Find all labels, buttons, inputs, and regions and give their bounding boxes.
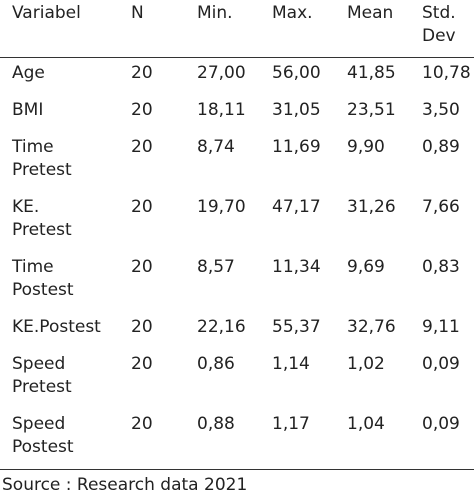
header-cell: Max. [272,3,313,23]
table-cell: 0,09 [422,414,460,434]
table-cell: 41,85 [347,63,396,83]
table-cell: 23,51 [347,100,396,120]
table-cell: 0,09 [422,354,460,374]
table-cell: 0,88 [197,414,235,434]
table-cell: 7,66 [422,197,460,217]
table-cell: Age [12,63,45,83]
header-cell: Std. [422,3,456,23]
table-cell: 0,83 [422,257,460,277]
table-cell: 8,74 [197,137,235,157]
table-cell: 31,05 [272,100,321,120]
table-cell: 0,86 [197,354,235,374]
header-cell: Min. [197,3,233,23]
table-cell: KE.Postest [12,317,101,337]
table-cell: Postest [12,280,74,300]
table-cell: 32,76 [347,317,396,337]
table-cell: BMI [12,100,44,120]
table-cell: 3,50 [422,100,460,120]
header-cell: Variabel [12,3,81,23]
table-cell: 20 [131,137,153,157]
table-cell: 10,78 [422,63,471,83]
table-cell: 1,14 [272,354,310,374]
table-cell: 11,34 [272,257,321,277]
table-cell: 20 [131,354,153,374]
table-cell: 20 [131,414,153,434]
table-cell: 20 [131,63,153,83]
table-cell: 9,69 [347,257,385,277]
table-cell: Pretest [12,377,72,397]
table-cell: 22,16 [197,317,246,337]
table-cell: 20 [131,257,153,277]
table-cell: Pretest [12,160,72,180]
table-cell: 8,57 [197,257,235,277]
table-cell: Time [12,257,54,277]
table-cell: 20 [131,317,153,337]
bottom-rule [0,469,474,470]
header-cell: N [131,3,144,23]
table-cell: 1,17 [272,414,310,434]
table-cell: Speed [12,354,66,374]
table-cell: 1,04 [347,414,385,434]
header-cell: Mean [347,3,394,23]
table-cell: 9,11 [422,317,460,337]
table-cell: Speed [12,414,66,434]
table-cell: 27,00 [197,63,246,83]
table-cell: 18,11 [197,100,246,120]
table-cell: Time [12,137,54,157]
table-cell: 19,70 [197,197,246,217]
table-cell: 55,37 [272,317,321,337]
table-cell: 0,89 [422,137,460,157]
table-cell: 20 [131,100,153,120]
table-cell: 47,17 [272,197,321,217]
header-rule [0,57,474,58]
table-cell: Pretest [12,220,72,240]
table-cell: 1,02 [347,354,385,374]
table-cell: KE. [12,197,40,217]
header-cell: Dev [422,26,456,46]
table-cell: Postest [12,437,74,457]
source-note: Source : Research data 2021 [2,475,248,495]
table-cell: 56,00 [272,63,321,83]
table-cell: 31,26 [347,197,396,217]
table-cell: 20 [131,197,153,217]
table-cell: 11,69 [272,137,321,157]
table-cell: 9,90 [347,137,385,157]
